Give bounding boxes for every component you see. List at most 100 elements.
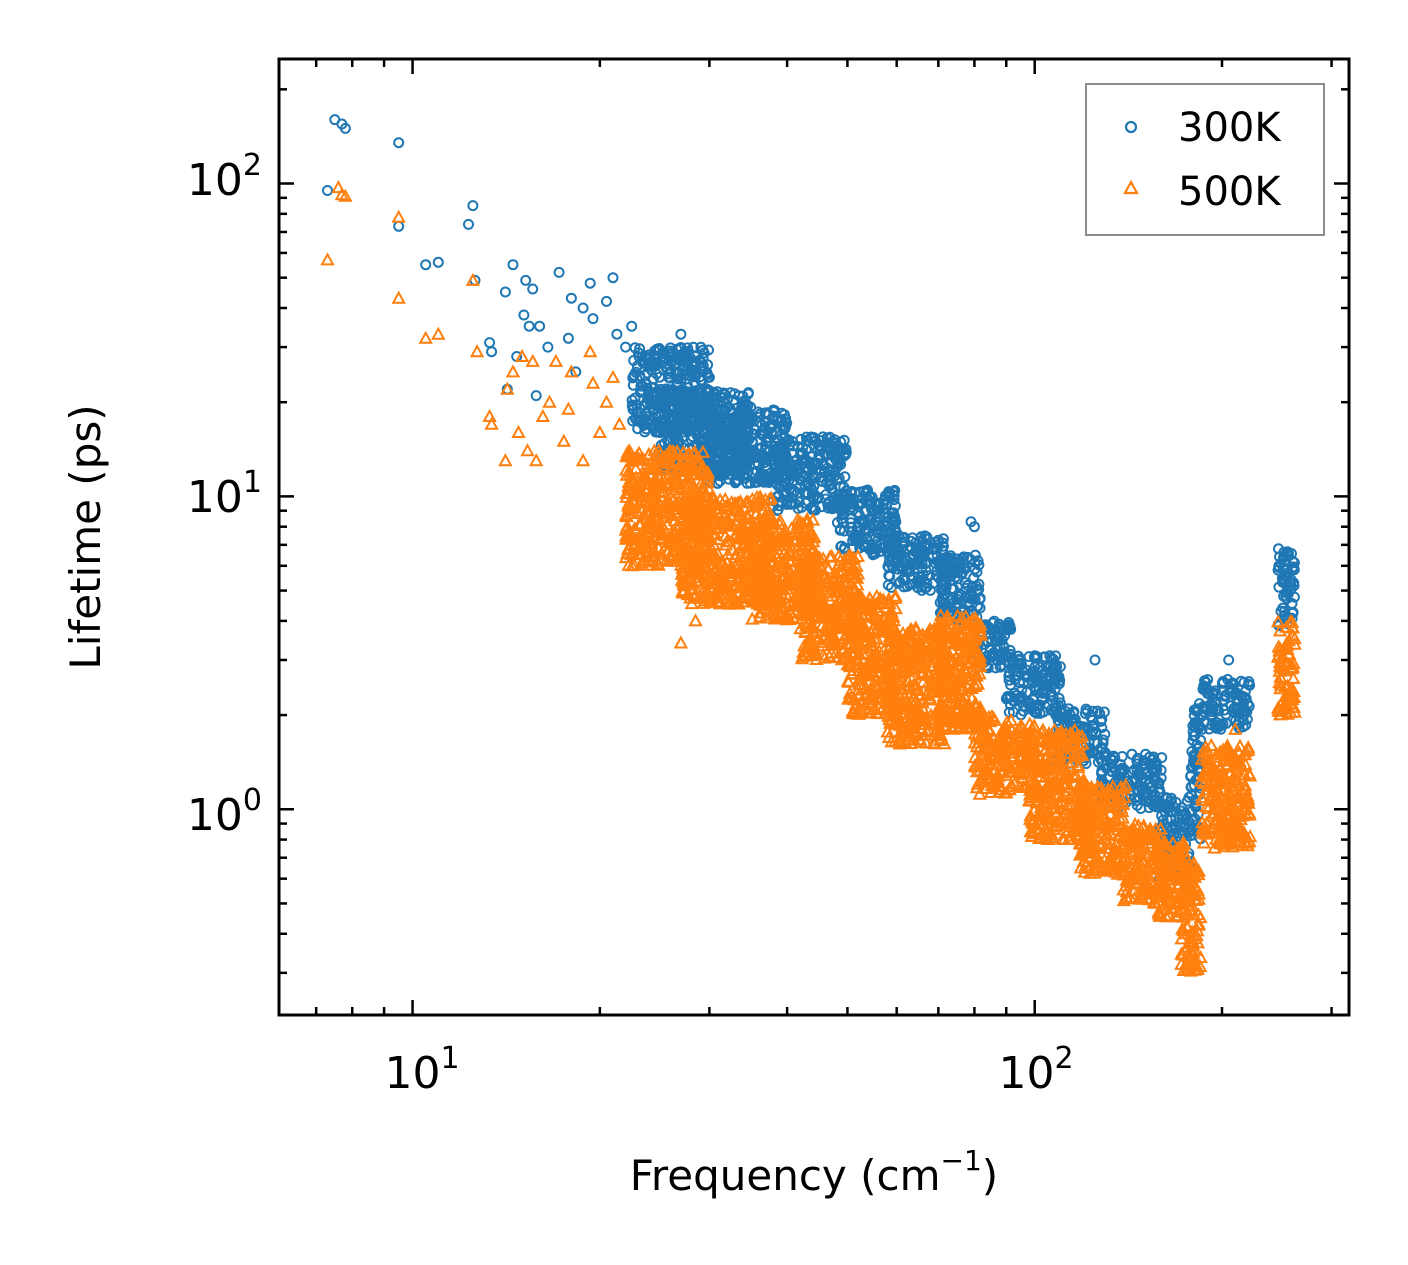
data-point-300k-1604	[955, 567, 967, 579]
data-point-300k-1605	[941, 551, 953, 563]
data-point-300k-1103	[768, 446, 780, 458]
data-point-300k-1820	[1029, 683, 1041, 695]
data-point-300k-1440	[892, 563, 903, 575]
data-point-300k-1602	[950, 598, 962, 609]
data-point-300k-1592	[935, 553, 947, 565]
data-point-300k-1303	[848, 531, 860, 543]
data-point-300k-638	[689, 426, 701, 438]
data-point-300k-2095	[1116, 762, 1128, 774]
data-point-300k-1084	[786, 497, 797, 509]
data-point-300k-1679	[1003, 617, 1015, 628]
data-point-300k-1835	[1045, 686, 1057, 698]
data-point-300k-1477	[902, 543, 913, 555]
data-point-300k-2501	[587, 313, 599, 325]
data-point-300k-1805	[1053, 692, 1065, 704]
data-point-300k-2504	[611, 328, 623, 340]
data-point-300k-1597	[947, 583, 959, 595]
data-point-300k-1120	[796, 501, 808, 513]
data-point-300k-1446	[919, 530, 931, 542]
data-point-300k-1575	[963, 592, 975, 604]
data-point-300k-1143	[774, 500, 786, 512]
data-point-300k-2096	[1149, 758, 1160, 770]
data-point-300k-811	[709, 426, 720, 438]
data-point-300k-2491	[527, 283, 539, 295]
data-point-300k-1135	[811, 493, 823, 505]
data-point-300k-1065	[812, 457, 824, 469]
data-point-300k-1458	[892, 549, 904, 561]
data-point-300k-1469	[921, 581, 933, 593]
data-point-300k-1056	[772, 465, 783, 477]
data-point-300k-1831	[1049, 658, 1061, 670]
data-point-300k-856	[726, 407, 737, 419]
data-point-300k-1328	[849, 487, 861, 499]
data-point-300k-1330	[871, 539, 883, 551]
data-point-300k-294	[639, 369, 651, 381]
data-point-300k-1646	[988, 615, 1000, 627]
data-point-300k-2210	[1176, 816, 1188, 828]
data-point-300k-840	[754, 408, 766, 420]
data-point-300k-1088	[817, 431, 829, 443]
data-point-300k-2497	[565, 292, 577, 304]
data-point-300k-280	[641, 397, 653, 409]
data-point-300k-1826	[1051, 673, 1063, 685]
data-point-300k-2326	[1196, 723, 1208, 735]
data-point-300k-1684	[987, 617, 999, 629]
data-point-300k-833	[744, 477, 756, 489]
data-point-300k-2506	[626, 320, 638, 332]
data-point-300k-1672	[997, 647, 1009, 659]
data-point-300k-1123	[773, 470, 785, 482]
data-point-300k-1791	[1042, 699, 1054, 711]
data-point-300k-884	[747, 437, 758, 449]
data-point-300k-158	[634, 343, 646, 355]
data-point-300k-889	[704, 434, 716, 446]
data-point-300k-900	[752, 458, 764, 470]
data-point-300k-2495	[553, 266, 565, 278]
data-point-300k-1681	[992, 628, 1004, 640]
data-point-300k-2516	[1089, 654, 1101, 666]
data-point-300k-1802	[1049, 662, 1061, 674]
data-point-300k-848	[733, 449, 745, 461]
data-point-300k-903	[745, 414, 757, 426]
data-point-300k-2087	[1138, 755, 1150, 767]
data-point-300k-1953	[1099, 728, 1111, 740]
data-point-300k-885	[727, 464, 739, 475]
data-point-300k-1138	[838, 434, 850, 446]
data-point-300k-2286	[1187, 734, 1199, 746]
data-point-300k-293	[695, 357, 707, 369]
data-point-300k-2482	[484, 337, 496, 349]
data-point-300k-1955	[1065, 716, 1077, 728]
data-point-300k-2217	[1176, 813, 1188, 825]
data-point-300k-1132	[784, 498, 796, 510]
data-point-300k-1265	[871, 543, 883, 555]
data-point-300k-1830	[1020, 701, 1031, 713]
data-point-300k-1300	[853, 532, 864, 543]
data-point-300k-1928	[1094, 708, 1106, 719]
data-point-300k-1823	[1022, 671, 1034, 683]
data-point-300k-863	[714, 414, 726, 426]
data-point-300k-1751	[1007, 706, 1019, 718]
data-point-300k-2494	[542, 341, 554, 353]
data-point-300k-858	[756, 419, 768, 431]
data-point-300k-895	[719, 455, 731, 467]
data-point-300k-2211	[1156, 810, 1168, 822]
data-point-300k-898	[749, 424, 761, 436]
data-point-300k-621	[657, 406, 669, 417]
data-point-300k-1944	[1060, 713, 1072, 725]
data-point-300k-226	[639, 426, 651, 438]
data-point-300k-629	[657, 426, 669, 438]
data-point-300k-1822	[1007, 657, 1019, 669]
data-point-300k-1449	[932, 534, 944, 546]
data-point-300k-292	[664, 342, 676, 354]
data-point-300k-1960	[1081, 705, 1093, 717]
data-point-300k-1326	[878, 498, 890, 509]
data-point-300k-2093	[1108, 754, 1119, 766]
data-point-300k-1570	[970, 580, 982, 592]
data-point-300k-561	[705, 392, 717, 404]
data-point-300k-1599	[947, 560, 959, 572]
data-point-300k-2478	[432, 256, 444, 268]
data-point-300k-1954	[1086, 714, 1098, 726]
data-point-300k-2488	[518, 309, 530, 321]
data-point-300k-2205	[1170, 797, 1182, 808]
data-point-300k-1824	[1023, 651, 1035, 663]
